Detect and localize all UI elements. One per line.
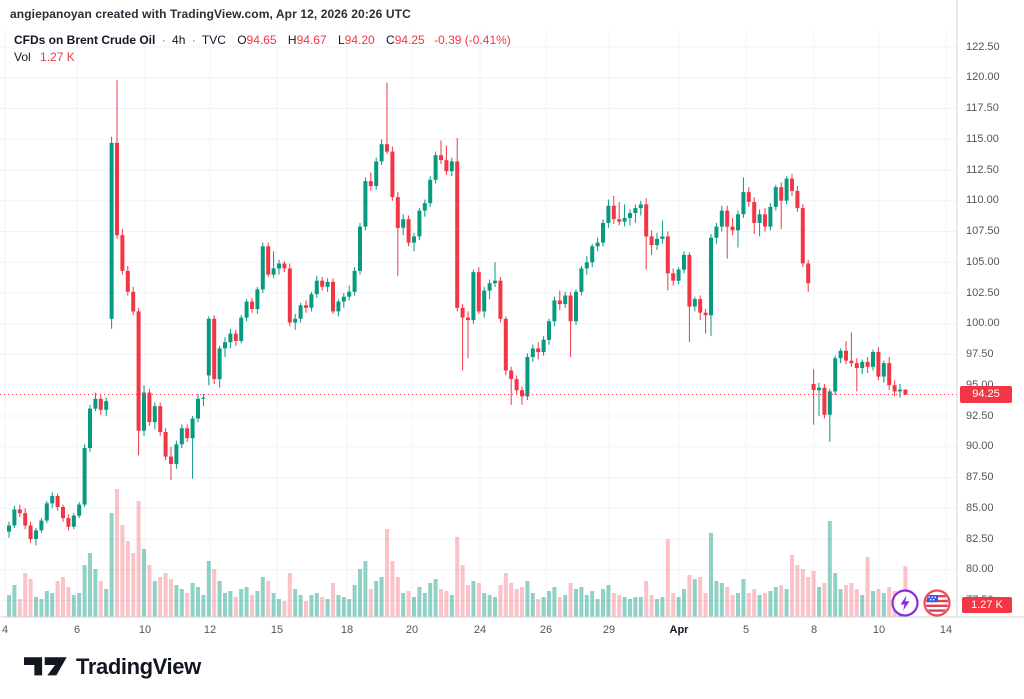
price-axis-label: 110.00	[966, 194, 999, 207]
time-axis-label: 15	[270, 624, 284, 636]
time-axis-label: 4	[1, 624, 9, 636]
time-axis-label: 12	[203, 624, 217, 636]
volume-badge: 1.27 K	[962, 597, 1012, 613]
symbol-title[interactable]: CFDs on Brent Crude Oil	[14, 33, 156, 47]
price-axis-label: 90.00	[966, 440, 994, 453]
price-axis-label: 80.00	[966, 563, 994, 576]
price-axis-label: 87.50	[966, 471, 994, 483]
price-axis-label: 85.00	[966, 501, 994, 514]
chart-legend: CFDs on Brent Crude Oil · 4h · TVC O94.6…	[14, 33, 511, 47]
low-value: 94.20	[344, 33, 375, 47]
tradingview-logo-text: TradingView	[76, 654, 201, 679]
time-axis-label: 10	[138, 624, 152, 636]
change-value: -0.39 (-0.41%)	[434, 33, 511, 47]
tradingview-logo-mark	[24, 657, 67, 676]
time-axis-label: 24	[473, 624, 487, 636]
high-value: 94.67	[296, 33, 327, 47]
high-label: H	[287, 33, 297, 47]
price-axis-label: 92.50	[966, 409, 994, 422]
watermark-text: angiepanoyan created with TradingView.co…	[10, 7, 411, 21]
lightning-icon	[891, 589, 919, 622]
tradingview-logo[interactable]: TradingView	[24, 654, 201, 680]
price-axis-label: 112.50	[966, 163, 999, 176]
time-axis-label: Apr	[669, 624, 689, 636]
price-axis-label: 117.50	[966, 102, 999, 114]
time-axis-label: 29	[602, 624, 616, 636]
last-price-badge: 94.25	[960, 385, 1012, 403]
price-axis-label: 100.00	[966, 317, 1000, 330]
price-axis-label: 102.50	[966, 286, 1000, 299]
time-axis-label: 14	[939, 624, 953, 636]
time-axis-label: 8	[810, 624, 818, 636]
volume-legend: Vol 1.27 K	[14, 50, 75, 64]
us-flag-icon	[923, 589, 951, 622]
time-axis-label: 26	[539, 624, 553, 636]
legend-separator: ·	[191, 33, 196, 47]
low-label: L	[337, 33, 345, 47]
volume-value: 1.27 K	[40, 50, 75, 64]
open-label: O	[237, 33, 247, 47]
volume-label: Vol	[14, 50, 31, 64]
price-axis-label: 105.00	[966, 255, 1000, 268]
close-value: 94.25	[394, 33, 425, 47]
time-axis-label: 5	[742, 624, 750, 636]
price-axis-label: 97.50	[966, 348, 994, 360]
price-axis-label: 107.50	[966, 225, 1000, 237]
exchange-label: TVC	[201, 33, 226, 47]
price-axis-label: 120.00	[966, 71, 1000, 84]
time-axis-label: 20	[405, 624, 419, 636]
close-label: C	[386, 33, 395, 47]
price-axis-label: 115.00	[966, 132, 999, 145]
chart-bubble-icons	[891, 589, 951, 622]
price-axis-label: 122.50	[966, 40, 1000, 53]
time-axis-label: 6	[73, 624, 81, 636]
legend-separator: ·	[161, 33, 166, 47]
open-value: 94.65	[246, 33, 277, 47]
price-axis-label: 82.50	[966, 532, 994, 545]
time-axis-label: 18	[340, 624, 354, 636]
time-axis-label: 10	[872, 624, 886, 636]
interval-label[interactable]: 4h	[172, 33, 186, 47]
